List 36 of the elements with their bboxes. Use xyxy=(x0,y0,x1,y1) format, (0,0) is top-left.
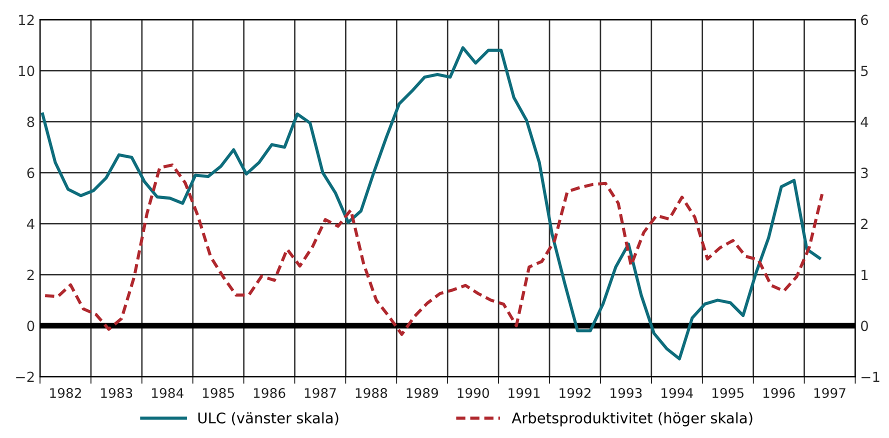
x-tick-label: 1982 xyxy=(50,388,81,398)
x-tick-label: 1988 xyxy=(356,388,388,398)
x-tick-label: 1983 xyxy=(101,388,132,398)
y-tick-label: 4 xyxy=(26,218,34,229)
y-tick-label: 8 xyxy=(27,116,34,128)
y-tick-label: 6 xyxy=(27,168,34,178)
x-tick-label: 1993 xyxy=(610,388,642,398)
legend-label: Arbetsproduktivitet (höger skala) xyxy=(512,412,752,426)
x-tick-label: 1997 xyxy=(814,388,846,398)
y2-tick-label: 5 xyxy=(861,66,868,76)
x-tick-label: 1994 xyxy=(662,388,693,398)
y-tick-label: 12 xyxy=(18,14,34,25)
x-tick-label: 1995 xyxy=(712,388,744,398)
y2-tick-label: 4 xyxy=(860,116,868,127)
y-tick-label: 2 xyxy=(27,270,34,280)
y2-tick-label: 1 xyxy=(862,270,868,280)
x-tick-label: 1991 xyxy=(508,388,540,398)
y2-tick-label: 2 xyxy=(861,218,868,229)
y-tick-label: 0 xyxy=(27,320,34,332)
x-tick-label: 1992 xyxy=(560,388,590,398)
x-tick-label: 1984 xyxy=(152,388,184,398)
x-tick-label: 1986 xyxy=(254,388,286,398)
y2-tick-label: 6 xyxy=(861,14,868,26)
x-tick-label: 1987 xyxy=(304,388,336,398)
y2-tick-label: 0 xyxy=(860,320,868,332)
y2-tick-label: 3 xyxy=(861,168,868,178)
line-series xyxy=(41,46,822,360)
x-tick-label: 1996 xyxy=(763,388,795,398)
legend-label: ULC (vänster skala) xyxy=(198,412,338,426)
y-tick-label: 10 xyxy=(18,66,34,76)
x-tick-label: 1985 xyxy=(202,388,234,398)
y-tick-label: −2 xyxy=(16,372,34,382)
x-tick-label: 1989 xyxy=(406,388,438,398)
x-tick-label: 1990 xyxy=(458,388,489,398)
line-series xyxy=(44,164,824,336)
y2-tick-label: −1 xyxy=(862,372,880,382)
